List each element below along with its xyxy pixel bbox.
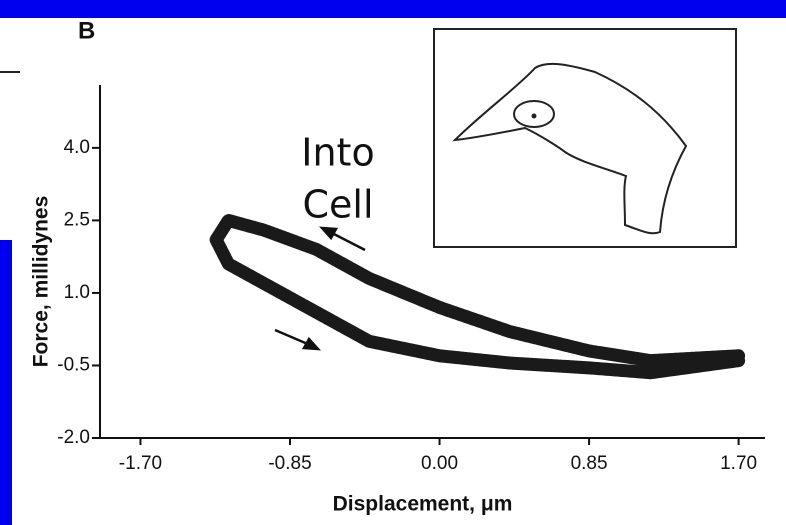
x-tick-label: -0.85 [268, 453, 311, 474]
x-tick-label: 1.70 [720, 453, 757, 474]
y-tick-label: 1.0 [64, 282, 90, 303]
cell-inset [433, 28, 737, 248]
side-banner [0, 240, 12, 525]
x-tick-label: 0.85 [571, 453, 608, 474]
annotation: Into [301, 131, 374, 175]
y-tick-label: -2.0 [57, 427, 90, 448]
x-tick-label: 0.00 [421, 453, 458, 474]
y-tick-label: 4.0 [64, 137, 90, 158]
x-tick-label: -1.70 [119, 453, 162, 474]
panel-label: B [78, 17, 95, 44]
top-banner [0, 0, 786, 18]
direction-arrows [274, 226, 366, 351]
annotation: Cell [302, 183, 373, 227]
y-axis-label: Force, millidynes [30, 196, 53, 368]
x-axis-label: Displacement, μm [333, 493, 513, 516]
hysteresis-loop [209, 213, 746, 380]
y-tick-label: -0.5 [57, 354, 90, 375]
y-tick-label: 2.5 [64, 209, 90, 230]
